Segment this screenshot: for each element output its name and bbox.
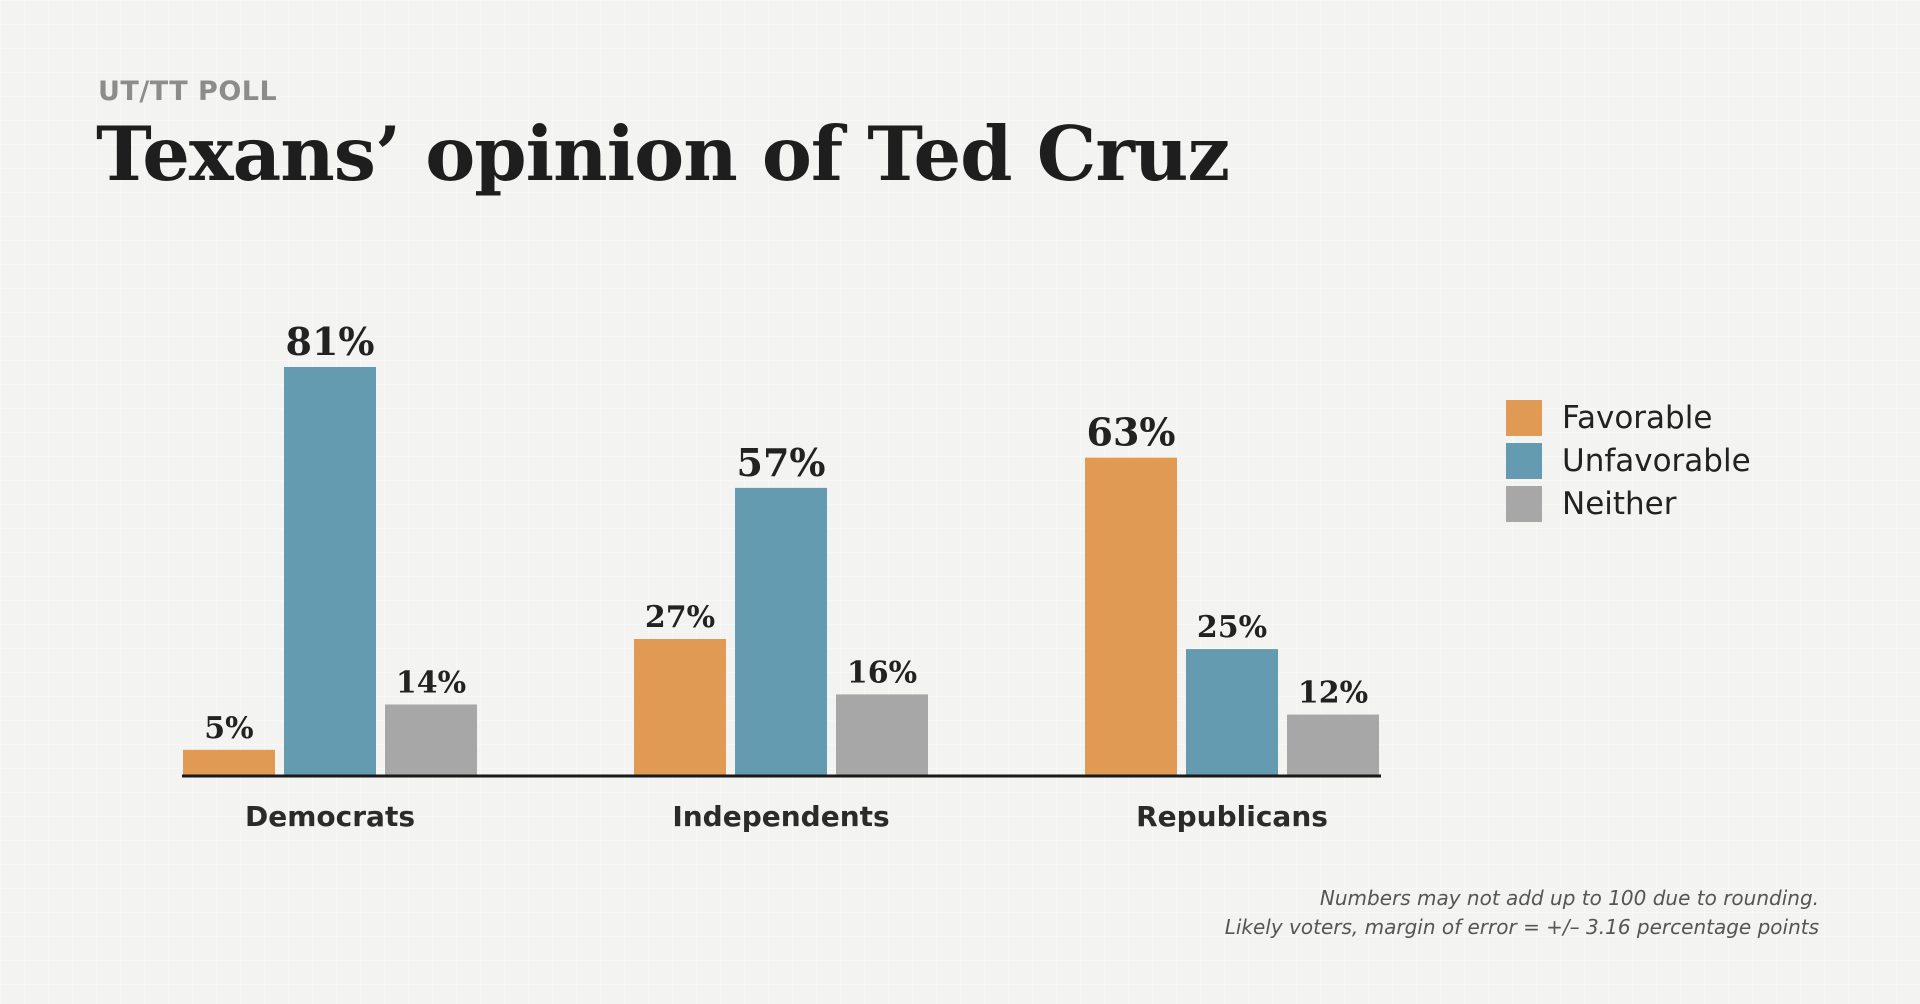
legend-swatch-favorable — [1506, 399, 1542, 436]
legend-label-unfavorable: Unfavorable — [1562, 442, 1751, 479]
bar-label-favorable-republicans: 63% — [1087, 410, 1176, 455]
bar-label-neither-republicans: 12% — [1298, 676, 1368, 711]
chart-footnote: Numbers may not add up to 100 due to rou… — [1225, 884, 1819, 942]
bar-favorable-democrats — [183, 749, 275, 775]
legend-item-favorable: Favorable — [1506, 396, 1751, 439]
chart-kicker: UT/TT POLL — [98, 76, 278, 107]
bar-unfavorable-democrats — [284, 367, 376, 775]
legend-item-neither: Neither — [1506, 482, 1751, 525]
chart-title: Texans’ opinion of Ted Cruz — [96, 110, 1230, 198]
legend-label-favorable: Favorable — [1562, 399, 1713, 436]
bar-label-unfavorable-democrats: 81% — [286, 319, 375, 364]
bar-label-unfavorable-independents: 57% — [737, 440, 826, 485]
bar-label-unfavorable-republicans: 25% — [1197, 610, 1267, 645]
bar-label-favorable-independents: 27% — [645, 600, 715, 635]
legend-swatch-neither — [1506, 485, 1542, 522]
bar-neither-democrats — [385, 704, 477, 775]
category-label-democrats: Democrats — [245, 800, 415, 833]
bar-label-favorable-democrats: 5% — [204, 711, 253, 746]
footnote-margin-of-error: Likely voters, margin of error = +/– 3.1… — [1224, 915, 1819, 939]
category-label-independents: Independents — [672, 800, 889, 833]
bar-neither-independents — [836, 694, 928, 775]
category-label-republicans: Republicans — [1136, 800, 1328, 833]
chart-legend: Favorable Unfavorable Neither — [1506, 396, 1751, 525]
legend-label-neither: Neither — [1562, 485, 1677, 522]
bar-unfavorable-republicans — [1186, 649, 1278, 775]
bar-unfavorable-independents — [735, 487, 827, 775]
bar-label-neither-democrats: 14% — [396, 665, 466, 700]
legend-swatch-unfavorable — [1506, 442, 1542, 479]
bar-label-neither-independents: 16% — [847, 655, 917, 690]
legend-item-unfavorable: Unfavorable — [1506, 439, 1751, 482]
footnote-rounding: Numbers may not add up to 100 due to rou… — [1319, 886, 1819, 910]
bar-neither-republicans — [1287, 714, 1379, 775]
bar-favorable-independents — [634, 639, 726, 775]
bar-favorable-republicans — [1085, 457, 1177, 775]
